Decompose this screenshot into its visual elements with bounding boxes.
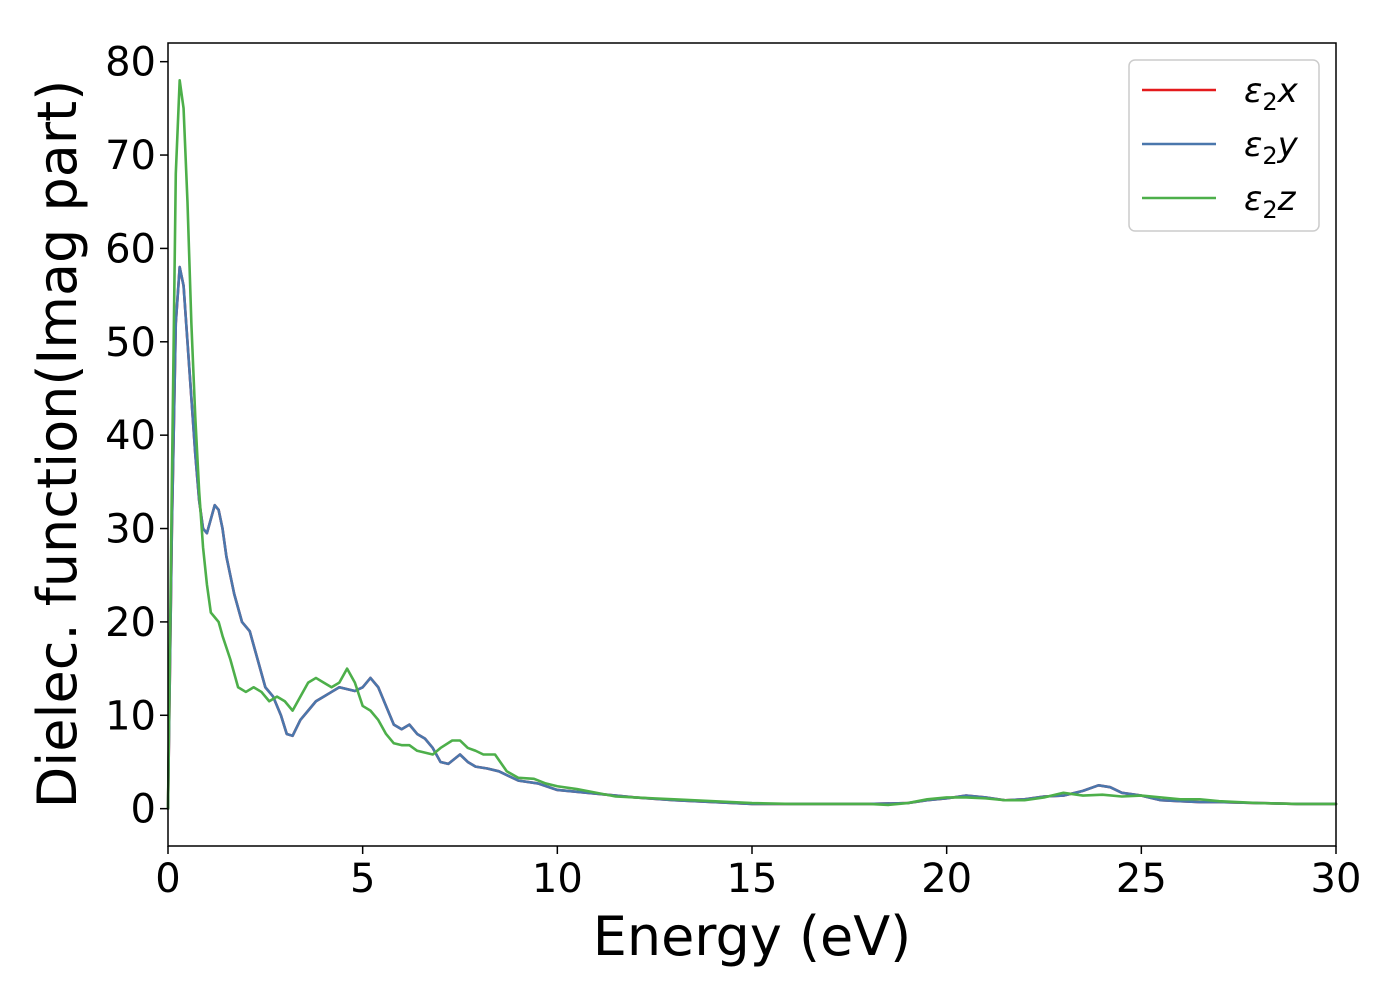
legend-label-0: ε2x <box>1244 71 1299 116</box>
x-tick-label: 30 <box>1311 856 1362 902</box>
legend-label-2: ε2z <box>1244 179 1297 224</box>
x-axis: 0 5 10 15 20 25 30 <box>155 846 1361 902</box>
legend-label-1: ε2y <box>1244 125 1299 170</box>
series-line-2 <box>166 79 1338 810</box>
x-tick-label: 15 <box>727 856 778 902</box>
y-tick-label: 20 <box>105 600 156 646</box>
y-tick-label: 40 <box>105 413 156 459</box>
y-tick-label: 10 <box>105 693 156 739</box>
y-tick-label: 30 <box>105 507 156 553</box>
x-tick-label: 0 <box>155 856 180 902</box>
legend-box <box>1128 59 1320 232</box>
y-tick-label: 70 <box>105 133 156 179</box>
x-axis-title: Energy (eV) <box>593 905 912 968</box>
x-tick-label: 20 <box>921 856 972 902</box>
y-axis-title: Dielec. function(Imag part) <box>26 80 89 809</box>
y-tick-label: 50 <box>105 320 156 366</box>
y-axis: 0 10 20 30 40 50 60 70 80 <box>105 40 168 833</box>
legend: ε2x ε2y ε2z <box>1128 59 1320 232</box>
y-tick-label: 80 <box>105 40 156 86</box>
series-layer <box>166 79 1338 810</box>
x-tick-label: 25 <box>1116 856 1167 902</box>
y-tick-label: 60 <box>105 226 156 272</box>
x-tick-label: 5 <box>350 856 375 902</box>
x-tick-label: 10 <box>532 856 583 902</box>
y-tick-label: 0 <box>131 787 156 833</box>
